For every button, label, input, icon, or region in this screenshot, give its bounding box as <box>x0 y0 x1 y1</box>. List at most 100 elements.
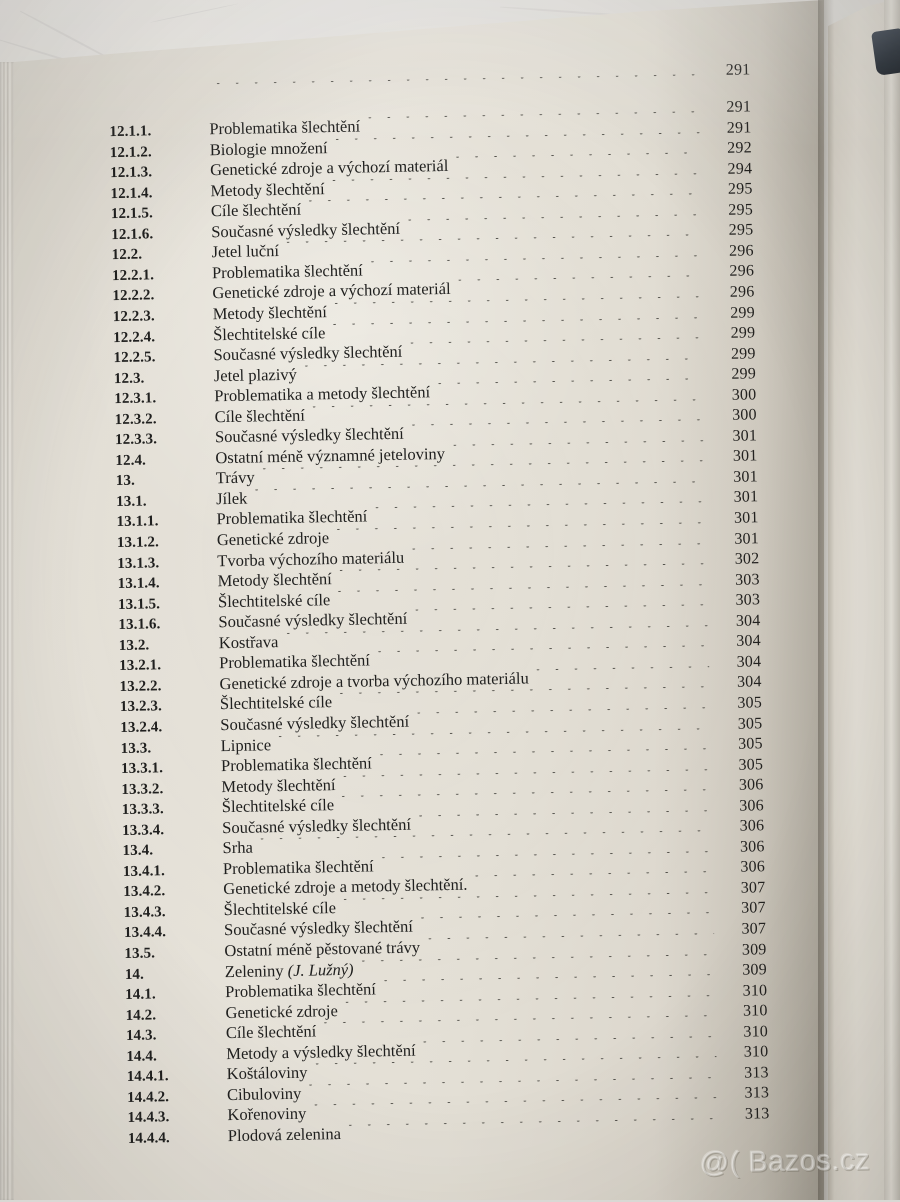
toc-entry-page[interactable]: 299 <box>710 365 756 384</box>
toc-entry-title: Metody šlechtění <box>209 302 327 324</box>
toc-entry-page[interactable]: 304 <box>715 653 761 672</box>
toc-entry-page[interactable]: 309 <box>720 941 766 960</box>
toc-entry-title: Metody šlechtění <box>213 569 331 591</box>
toc-entry-title: Současné výsledky šlechtění <box>207 219 400 243</box>
toc-entry-page[interactable]: 306 <box>718 838 764 857</box>
toc-entry-title: Biologie množení <box>206 138 328 160</box>
toc-entry-page[interactable]: 307 <box>720 900 766 919</box>
toc-orphan-row: 291 <box>0 74 751 114</box>
toc-entry-page[interactable]: 310 <box>722 1023 768 1042</box>
toc-entry-title: Šlechtitelské cíle <box>218 795 335 817</box>
toc-entry-page[interactable]: 307 <box>719 879 765 898</box>
toc-entry-title: Metody šlechtění <box>217 775 335 797</box>
toc-entry-title: Současné výsledky šlechtění <box>209 342 402 366</box>
toc-entry-title: Současné výsledky šlechtění <box>218 814 411 838</box>
toc-entry-title: Jetel luční <box>207 241 279 262</box>
toc-entry-title: Genetické zdroje <box>213 528 330 550</box>
toc-entry-page[interactable]: 305 <box>717 756 763 775</box>
toc-entry-title: Tvorba výchozího materiálu <box>213 547 404 570</box>
toc-entry-page[interactable]: 304 <box>715 633 761 652</box>
toc-entry-page[interactable]: 292 <box>706 139 752 158</box>
toc-entry-page[interactable]: 295 <box>706 181 752 200</box>
toc-entry-page[interactable]: 307 <box>720 920 766 939</box>
toc-entry-title: Současné výsledky šlechtění <box>214 609 407 633</box>
toc-entry-title: Problematika šlechtění <box>217 753 372 776</box>
toc-entry-page[interactable]: 296 <box>708 263 754 282</box>
toc-entry-page[interactable]: 305 <box>716 715 762 734</box>
toc-entry-page[interactable]: 301 <box>713 530 759 549</box>
toc-entry-title: Metody šlechtění <box>206 179 324 201</box>
toc-entry-page[interactable]: 309 <box>721 961 767 980</box>
toc-entry-page[interactable]: 303 <box>714 591 760 610</box>
toc-entry-title: Cibuloviny <box>223 1084 302 1105</box>
toc-entry-title: Kostřava <box>215 632 279 653</box>
toc-entry-page[interactable]: 306 <box>718 817 764 836</box>
toc-entry-page[interactable]: 313 <box>723 1064 769 1083</box>
toc-entry-title: Jetel plazivý <box>210 364 297 386</box>
toc-entry-title: Lipnice <box>217 735 272 756</box>
toc-entry-page[interactable]: 291 <box>705 98 751 117</box>
toc-entry-title: Problematika šlechtění <box>212 507 367 530</box>
toc-entry-page[interactable]: 304 <box>714 612 760 631</box>
toc-entry-page[interactable]: 295 <box>707 201 753 220</box>
dot-leader <box>368 111 699 118</box>
toc-entry-title: Problematika šlechtění <box>221 979 376 1002</box>
toc-entry-title: Současné výsledky šlechtění <box>211 424 404 448</box>
toc-entry-page[interactable]: 301 <box>712 468 758 487</box>
toc-entry-title: Šlechtitelské cíle <box>209 323 326 345</box>
toc-entry-title: Cíle šlechtění <box>210 405 305 427</box>
toc-entry-title: Cíle šlechtění <box>222 1022 317 1044</box>
toc-entry-page[interactable]: 301 <box>712 509 758 528</box>
toc-entry-title: Současné výsledky šlechtění <box>220 917 413 941</box>
toc-entry-title: Šlechtitelské cíle <box>214 590 331 612</box>
toc-entry-title: Cíle šlechtění <box>207 200 302 222</box>
toc-entry-page[interactable]: 310 <box>721 1002 767 1021</box>
toc-entry-page[interactable]: 299 <box>709 345 755 364</box>
site-watermark: @( Bazos.cz <box>700 1145 871 1181</box>
dot-leader <box>217 74 699 84</box>
toc-entry-title: Problematika šlechtění <box>205 117 360 140</box>
toc-entry-page[interactable]: 313 <box>723 1105 769 1124</box>
toc-entry-page[interactable]: 294 <box>706 160 752 179</box>
toc-entry-page[interactable]: 301 <box>712 489 758 508</box>
toc-entry-title: Současné výsledky šlechtění <box>216 712 409 736</box>
toc-entry-page[interactable]: 306 <box>719 859 765 878</box>
toc-entry-title: Kořenoviny <box>223 1104 306 1126</box>
toc-entry-title: Šlechtitelské cíle <box>216 693 333 715</box>
toc-entry-page[interactable]: 313 <box>723 1085 769 1104</box>
toc-entry-title: Problematika šlechtění <box>219 856 374 879</box>
toc-entry-page[interactable]: 296 <box>708 283 754 302</box>
toc-entry-page[interactable]: 305 <box>716 694 762 713</box>
toc-entry-page[interactable]: 300 <box>710 386 756 405</box>
toc-entry-page[interactable]: 295 <box>707 222 753 241</box>
toc-entry-title: Jílek <box>212 489 248 510</box>
toc-entry-page[interactable]: 306 <box>717 776 763 795</box>
toc-entry-title: Problematika šlechtění <box>208 260 363 283</box>
toc-entry-title: Zeleniny (J. Lužný) <box>221 959 354 981</box>
toc-entry-page[interactable]: 306 <box>718 797 764 816</box>
toc-entry-page[interactable]: 299 <box>709 304 755 323</box>
toc-entry-page: 291 <box>704 61 750 80</box>
toc-entry-page[interactable]: 301 <box>711 427 757 446</box>
toc-entry-title: Srha <box>218 838 253 859</box>
toc-entry-title: Genetické zdroje <box>221 1001 338 1023</box>
toc-entry-number: 14.4.4. <box>10 1129 224 1150</box>
toc-entry-title: Koštáloviny <box>223 1063 308 1085</box>
toc-entry-title: Plodová zelenina <box>224 1124 342 1146</box>
toc-entry-page[interactable]: 310 <box>722 1043 768 1062</box>
toc-entry-title: Metody a výsledky šlechtění <box>222 1040 416 1064</box>
toc-entry-title: Problematika šlechtění <box>215 651 370 674</box>
toc-entry-page[interactable]: 291 <box>705 119 751 138</box>
toc-entry-page[interactable]: 305 <box>717 735 763 754</box>
toc-entry-page[interactable]: 310 <box>721 982 767 1001</box>
toc-entry-page[interactable]: 300 <box>711 407 757 426</box>
toc-entry-page[interactable]: 303 <box>714 571 760 590</box>
toc-entry-title: Šlechtitelské cíle <box>220 898 337 920</box>
toc-entry-author: (J. Lužný) <box>287 959 353 979</box>
toc-entry-page[interactable]: 302 <box>713 550 759 569</box>
toc-entry-page[interactable]: 304 <box>715 674 761 693</box>
toc-entry-page[interactable]: 296 <box>708 242 754 261</box>
toc-entry-page[interactable]: 299 <box>709 324 755 343</box>
toc-entry-page[interactable]: 301 <box>711 448 757 467</box>
